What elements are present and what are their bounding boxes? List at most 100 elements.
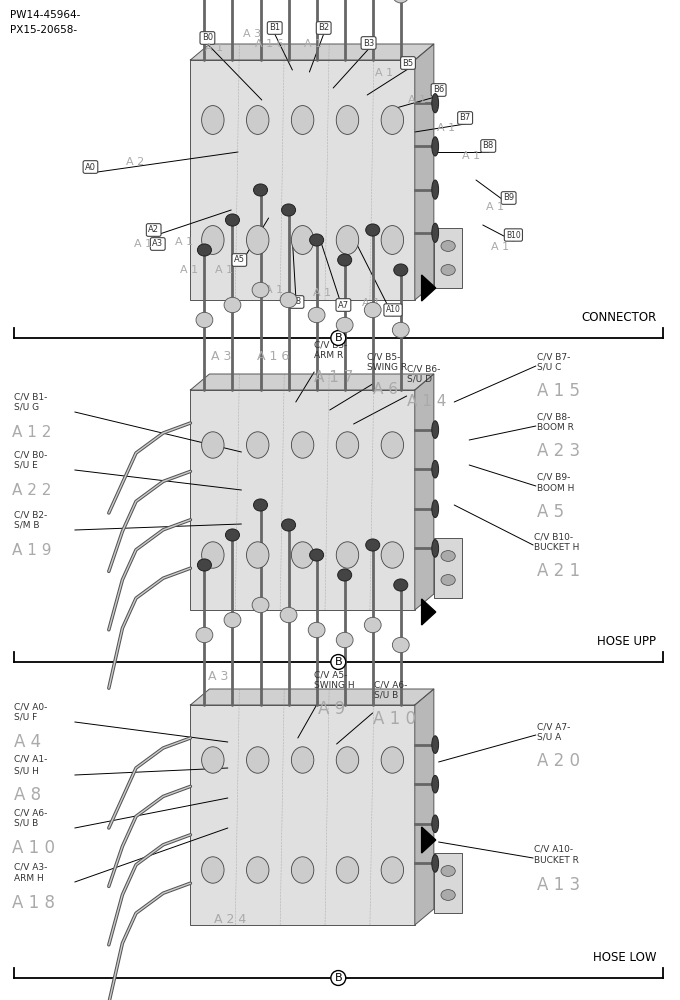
Ellipse shape — [247, 106, 269, 134]
Ellipse shape — [197, 559, 211, 571]
Text: S/U D: S/U D — [407, 375, 432, 384]
Text: B: B — [335, 657, 342, 667]
Ellipse shape — [432, 460, 439, 478]
Ellipse shape — [336, 226, 359, 254]
Text: S/U A: S/U A — [537, 733, 562, 742]
Ellipse shape — [280, 607, 297, 623]
Text: A 6: A 6 — [373, 382, 398, 397]
Text: A 1 6: A 1 6 — [257, 350, 289, 363]
Text: A 2 4: A 2 4 — [214, 913, 246, 926]
Text: A 1 6: A 1 6 — [255, 39, 284, 49]
Text: B2: B2 — [318, 23, 329, 32]
Ellipse shape — [202, 226, 224, 254]
Text: A 2 0: A 2 0 — [537, 752, 580, 770]
Text: S/U E: S/U E — [14, 461, 37, 470]
Text: B5: B5 — [403, 58, 413, 68]
Ellipse shape — [381, 226, 404, 254]
Ellipse shape — [247, 542, 269, 568]
Text: C/V A7-: C/V A7- — [537, 722, 571, 731]
Ellipse shape — [252, 597, 269, 613]
Text: A2: A2 — [148, 226, 159, 234]
Ellipse shape — [366, 224, 379, 236]
Text: BUCKET H: BUCKET H — [534, 543, 579, 552]
Ellipse shape — [226, 529, 239, 541]
Text: A7: A7 — [338, 300, 349, 310]
Ellipse shape — [280, 292, 297, 308]
Ellipse shape — [432, 421, 439, 438]
Text: CONNECTOR: CONNECTOR — [581, 311, 656, 324]
Text: C/V A0-: C/V A0- — [14, 702, 47, 711]
Polygon shape — [190, 689, 434, 705]
Text: A 2 3: A 2 3 — [537, 442, 580, 460]
Ellipse shape — [308, 622, 325, 638]
Text: C/V A3-: C/V A3- — [14, 863, 47, 872]
Ellipse shape — [309, 549, 324, 561]
Ellipse shape — [202, 432, 224, 458]
Text: A 1 3: A 1 3 — [537, 876, 580, 894]
Polygon shape — [422, 827, 436, 853]
Text: A 1: A 1 — [491, 242, 509, 252]
Text: S/U H: S/U H — [14, 766, 39, 775]
Text: A 1: A 1 — [265, 285, 283, 295]
Ellipse shape — [337, 317, 353, 333]
Ellipse shape — [394, 579, 408, 591]
Text: B7: B7 — [460, 113, 471, 122]
Text: A 1: A 1 — [362, 298, 379, 308]
Text: ARM R: ARM R — [314, 351, 343, 360]
Text: C/V A1-: C/V A1- — [14, 755, 47, 764]
Ellipse shape — [254, 184, 267, 196]
Ellipse shape — [441, 265, 456, 275]
Text: C/V A10-: C/V A10- — [534, 845, 573, 854]
Polygon shape — [415, 374, 434, 610]
Text: A 3: A 3 — [211, 350, 231, 363]
Text: C/V B9-: C/V B9- — [537, 473, 571, 482]
Text: S/U B: S/U B — [374, 691, 398, 700]
Ellipse shape — [282, 204, 296, 216]
Text: B1: B1 — [269, 23, 280, 32]
Ellipse shape — [381, 542, 404, 568]
Text: B0: B0 — [202, 33, 213, 42]
Ellipse shape — [381, 106, 404, 134]
Text: A10: A10 — [386, 306, 401, 314]
Text: A 1: A 1 — [304, 39, 322, 49]
Text: A 1: A 1 — [486, 202, 504, 212]
Ellipse shape — [196, 627, 213, 643]
Text: A 2 2: A 2 2 — [12, 483, 52, 498]
Text: A 1 0: A 1 0 — [373, 710, 415, 728]
Text: B6: B6 — [433, 86, 444, 95]
Ellipse shape — [432, 500, 439, 518]
Text: HOSE UPP: HOSE UPP — [597, 635, 656, 648]
Ellipse shape — [247, 857, 269, 883]
Text: C/V B2-: C/V B2- — [14, 510, 47, 519]
FancyBboxPatch shape — [434, 228, 462, 288]
Ellipse shape — [224, 612, 241, 628]
Ellipse shape — [441, 575, 456, 585]
Ellipse shape — [392, 637, 409, 653]
Ellipse shape — [364, 302, 381, 318]
FancyBboxPatch shape — [190, 390, 415, 610]
Ellipse shape — [336, 106, 359, 134]
Text: S/U F: S/U F — [14, 713, 37, 722]
Text: A 1 7: A 1 7 — [314, 370, 354, 385]
Ellipse shape — [291, 857, 314, 883]
Ellipse shape — [336, 747, 359, 773]
Text: A 1: A 1 — [437, 123, 455, 133]
Text: A 1: A 1 — [180, 265, 198, 275]
Text: A 1: A 1 — [215, 265, 233, 275]
Text: A5: A5 — [234, 255, 245, 264]
Text: B3: B3 — [363, 38, 374, 47]
Ellipse shape — [336, 432, 359, 458]
Ellipse shape — [441, 890, 456, 900]
Text: A 1: A 1 — [375, 68, 393, 78]
Ellipse shape — [432, 540, 439, 557]
Text: A 9: A 9 — [318, 700, 345, 718]
Ellipse shape — [336, 857, 359, 883]
FancyBboxPatch shape — [434, 538, 462, 598]
Text: C/V B3-: C/V B3- — [314, 340, 347, 349]
Text: A 1 4: A 1 4 — [407, 394, 446, 409]
Text: BUCKET R: BUCKET R — [534, 856, 579, 865]
Text: A0: A0 — [85, 162, 96, 172]
Ellipse shape — [394, 264, 408, 276]
Text: A 3: A 3 — [208, 670, 228, 683]
Text: PW14-45964-: PW14-45964- — [10, 10, 80, 20]
